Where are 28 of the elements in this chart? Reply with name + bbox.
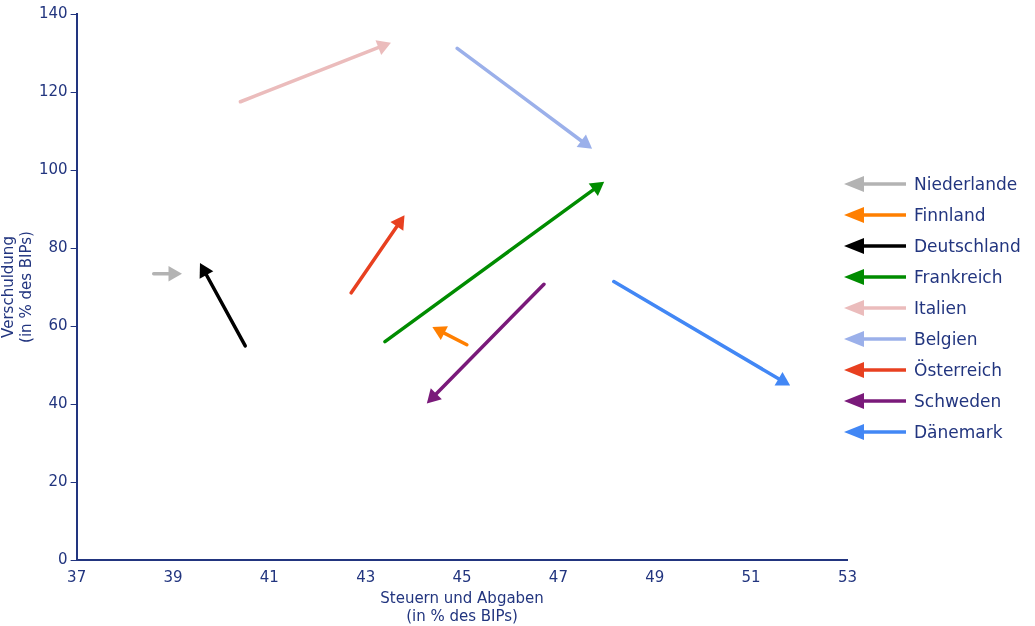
x-tick-label: 43 <box>356 567 376 586</box>
x-tick-label: 51 <box>741 567 761 586</box>
y-tick-label: 0 <box>58 549 68 568</box>
legend-label: Frankreich <box>914 266 1003 287</box>
y-tick-label: 20 <box>48 471 68 490</box>
y-tick-label: 140 <box>38 3 68 22</box>
y-tick-label: 80 <box>48 237 68 256</box>
legend-label: Schweden <box>914 390 1002 411</box>
legend-label: Belgien <box>914 328 978 349</box>
y-axis-title: Verschuldung (in % des BIPs) <box>0 231 35 343</box>
legend-label: Finnland <box>914 204 986 225</box>
x-tick-label: 45 <box>452 567 472 586</box>
y-tick-label: 120 <box>38 81 68 100</box>
y-tick-label: 100 <box>38 159 68 178</box>
x-axis-title: Steuern und Abgaben (in % des BIPs) <box>380 588 544 625</box>
legend-label: Niederlande <box>914 173 1018 194</box>
legend-label: Deutschland <box>914 235 1021 256</box>
x-tick-label: 49 <box>645 567 665 586</box>
x-tick-label: 37 <box>67 567 87 586</box>
legend-label: Österreich <box>914 359 1002 380</box>
x-tick-label: 39 <box>163 567 183 586</box>
x-tick-label: 41 <box>259 567 279 586</box>
y-tick-label: 60 <box>48 315 68 334</box>
x-tick-label: 53 <box>837 567 857 586</box>
legend-label: Dänemark <box>914 421 1003 442</box>
legend-label: Italien <box>914 297 967 318</box>
y-tick-label: 40 <box>48 393 68 412</box>
x-tick-label: 47 <box>548 567 568 586</box>
